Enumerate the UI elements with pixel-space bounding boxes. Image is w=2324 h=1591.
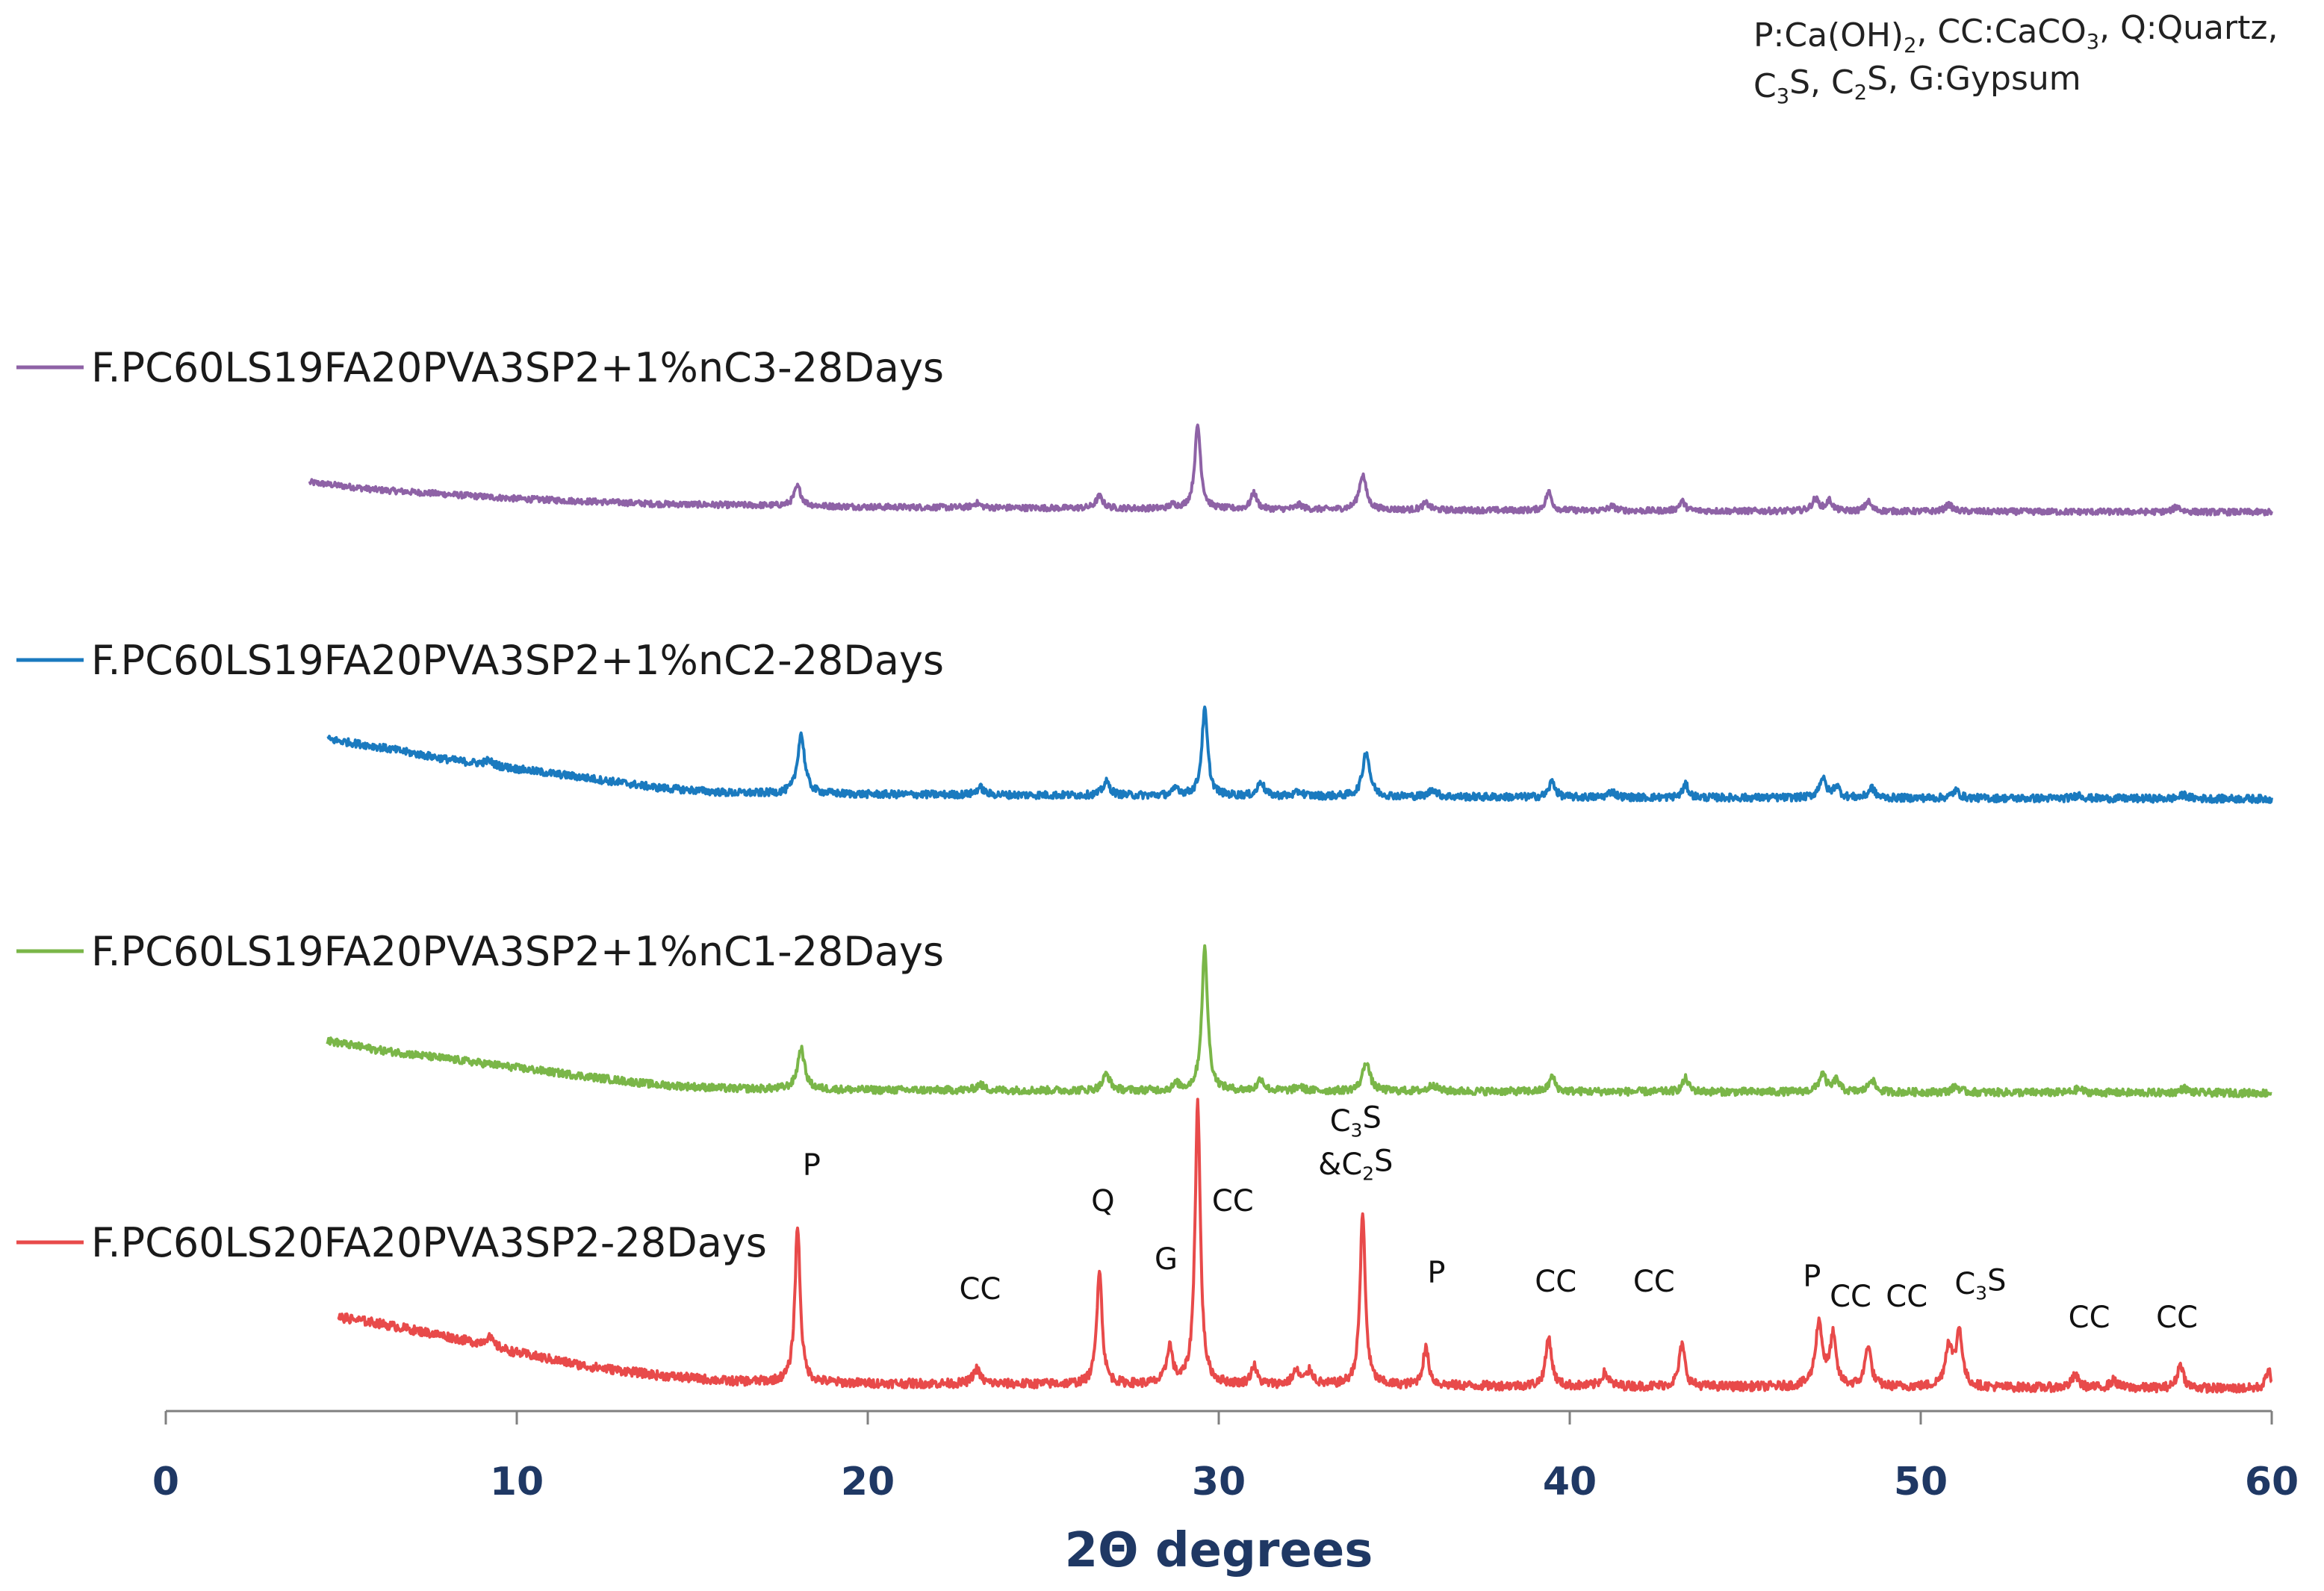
annotation-p2-part: P — [1427, 1256, 1445, 1290]
x-axis-title: 2Θ degrees — [1065, 1523, 1373, 1578]
annotation-cc5: CC — [1830, 1280, 1871, 1314]
annotation-cc4-part: CC — [1633, 1265, 1675, 1299]
diffraction-patterns — [308, 423, 2273, 1394]
annotation-g: G — [1155, 1242, 1178, 1277]
annotation-c3s_r-part: C — [1954, 1267, 1975, 1301]
phase-note-line-1-part: P:Ca(OH) — [1753, 16, 1904, 55]
phase-note-line-2-sub: 2 — [1854, 81, 1867, 105]
series-line-2 — [326, 706, 2273, 804]
annotation-c3s_r-sub: 3 — [1975, 1282, 1987, 1304]
annotation-cc2: CC — [1212, 1184, 1254, 1218]
annotation-p3: P — [1803, 1260, 1821, 1294]
annotation-c3s_top-part: S — [1362, 1100, 1381, 1135]
annotation-p2: P — [1427, 1256, 1445, 1290]
annotation-p3-part: P — [1803, 1260, 1821, 1294]
phase-note-line-1-part: , Q:Quartz, — [2099, 9, 2278, 47]
legend-label-1: F.PC60LS19FA20PVA3SP2+1%nC3-28Days — [91, 344, 944, 391]
phase-note-line-2-part: S, C — [1789, 63, 1854, 102]
series-line-3 — [326, 944, 2273, 1098]
legend-label-4: F.PC60LS20FA20PVA3SP2-28Days — [91, 1219, 767, 1266]
x-tick-label-50: 50 — [1894, 1460, 1948, 1504]
legend-label-2: F.PC60LS19FA20PVA3SP2+1%nC2-28Days — [91, 637, 944, 684]
annotation-c2s_bot-part: S — [1374, 1144, 1393, 1178]
annotation-cc1: CC — [959, 1272, 1001, 1307]
x-tick-label-40: 40 — [1543, 1460, 1597, 1504]
annotation-cc1-part: CC — [959, 1272, 1001, 1307]
annotation-cc2-part: CC — [1212, 1184, 1254, 1218]
annotation-cc6-part: CC — [1886, 1280, 1927, 1314]
annotation-cc3-part: CC — [1535, 1265, 1576, 1299]
phase-note-line-1-part: , CC:CaCO — [1916, 13, 2086, 51]
annotation-c2s_bot: &C2​S — [1318, 1144, 1393, 1184]
phase-note-line-2-sub: 3 — [1777, 85, 1789, 108]
annotation-cc8-part: CC — [2156, 1301, 2198, 1335]
x-tick-label-20: 20 — [841, 1460, 895, 1504]
series-line-4 — [337, 1097, 2273, 1394]
x-tick-label-0: 0 — [152, 1460, 179, 1504]
annotation-cc8: CC — [2156, 1301, 2198, 1335]
annotation-cc7: CC — [2069, 1301, 2110, 1335]
annotation-cc5-part: CC — [1830, 1280, 1871, 1314]
annotation-cc3: CC — [1535, 1265, 1576, 1299]
annotation-g-part: G — [1155, 1242, 1178, 1277]
phase-note-line-1-sub: 2 — [1904, 34, 1916, 57]
series-line-1 — [308, 423, 2273, 517]
phase-note-line-1-sub: 3 — [2087, 31, 2099, 54]
annotation-cc7-part: CC — [2069, 1301, 2110, 1335]
x-axis: 0 10 20 30 40 50 60 2Θ degrees — [152, 1410, 2299, 1578]
annotation-c3s_r-part: S — [1987, 1263, 2006, 1298]
annotation-p1-part: P — [803, 1148, 821, 1183]
annotation-c3s_top: C3​S — [1330, 1100, 1382, 1141]
series-legend: F.PC60LS19FA20PVA3SP2+1%nC3-28Days F.PC60… — [16, 344, 944, 1266]
phase-note-line-2: C3​S, C2​S, G:Gypsum — [1753, 60, 2081, 108]
phase-legend-note: P:Ca(OH)2​, CC:CaCO3​, Q:Quartz,C3​S, C2… — [1753, 9, 2278, 108]
annotation-q-part: Q — [1091, 1184, 1114, 1218]
phase-note-line-2-part: S, G:Gypsum — [1867, 60, 2081, 98]
annotation-c3s_top-part: C — [1330, 1104, 1351, 1139]
x-tick-label-60: 60 — [2245, 1460, 2299, 1504]
x-tick-label-30: 30 — [1192, 1460, 1246, 1504]
annotation-cc4: CC — [1633, 1265, 1675, 1299]
annotation-q: Q — [1091, 1184, 1114, 1218]
phase-note-line-1: P:Ca(OH)2​, CC:CaCO3​, Q:Quartz, — [1753, 9, 2278, 57]
legend-label-3: F.PC60LS19FA20PVA3SP2+1%nC1-28Days — [91, 928, 944, 975]
annotation-c2s_bot-part: &C — [1318, 1148, 1362, 1182]
x-tick-label-10: 10 — [490, 1460, 544, 1504]
annotation-c2s_bot-sub: 2 — [1362, 1162, 1374, 1184]
annotation-c3s_r: C3​S — [1954, 1263, 2006, 1304]
annotation-c3s_top-sub: 3 — [1351, 1119, 1363, 1141]
annotation-p1: P — [803, 1148, 821, 1183]
annotation-cc6: CC — [1886, 1280, 1927, 1314]
phase-note-line-2-part: C — [1753, 67, 1777, 105]
